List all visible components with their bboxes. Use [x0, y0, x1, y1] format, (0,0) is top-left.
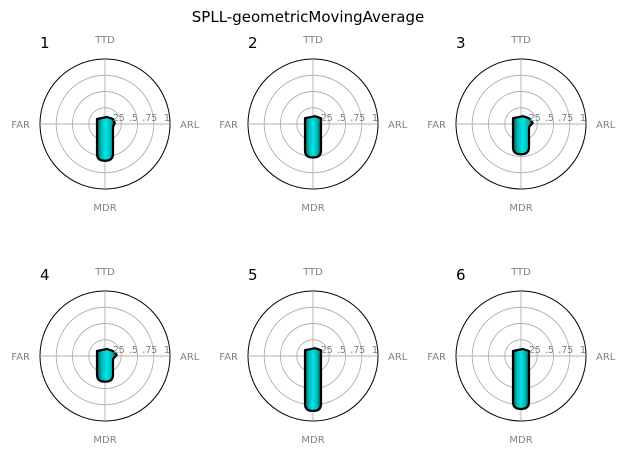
panel-number-2: 2 [248, 34, 258, 52]
radial-tick-label: .25 [110, 113, 125, 124]
radial-tick-label: .25 [318, 113, 333, 124]
radial-tick-label: 1 [580, 113, 586, 124]
radar-panel-6: TTD ARL MDR FAR .25 .5 .75 1 6 [427, 266, 615, 446]
radial-tick-label: .25 [526, 113, 541, 124]
radar-panel-3: TTD ARL MDR FAR .25 .5 .75 1 3 [427, 34, 615, 214]
radial-tick-label: .5 [337, 345, 346, 356]
axis-label-arl: ARL [596, 120, 616, 131]
data-polygon-4 [95, 347, 118, 383]
axis-label-mdr: MDR [301, 203, 324, 214]
panels: TTD ARL MDR FAR .25 .5 .75 1 1 TTD ARL MDR FAR .25 .5.… [11, 34, 615, 446]
axis-label-ttd: TTD [94, 35, 115, 46]
radar-panel-5: TTD ARL MDR FAR .25 .5 .75 1 5 [219, 266, 407, 446]
data-polygon-3 [511, 115, 534, 156]
radial-tick-label: 1 [372, 113, 378, 124]
axis-label-arl: ARL [180, 120, 200, 131]
data-polygon-6 [511, 347, 531, 411]
axis-label-ttd: TTD [510, 35, 531, 46]
radar-panel-2: TTD ARL MDR FAR .25 .5 .75 1 2 [219, 34, 407, 214]
axis-label-far: FAR [219, 352, 238, 363]
radial-tick-label: 1 [164, 345, 170, 356]
axis-label-far: FAR [219, 120, 238, 131]
axis-label-ttd: TTD [302, 267, 323, 278]
axis-label-mdr: MDR [93, 203, 116, 214]
data-polygon-5 [303, 347, 323, 413]
axis-label-far: FAR [11, 120, 30, 131]
radial-tick-label: .75 [350, 113, 365, 124]
radial-tick-label: .5 [129, 113, 138, 124]
radar-panel-1: TTD ARL MDR FAR .25 .5 .75 1 1 [11, 34, 199, 214]
radial-tick-label: .25 [526, 345, 541, 356]
radial-tick-label: 1 [580, 345, 586, 356]
axis-label-far: FAR [11, 352, 30, 363]
axis-label-far: FAR [427, 120, 446, 131]
axis-label-arl: ARL [388, 120, 408, 131]
radial-tick-label: 1 [372, 345, 378, 356]
radial-tick-label: .5 [129, 345, 138, 356]
radar-panel-4: TTD ARL MDR FAR .25 .5 .75 1 4 [11, 266, 199, 446]
panel-number-5: 5 [248, 266, 258, 284]
axis-label-arl: ARL [388, 352, 408, 363]
axis-label-arl: ARL [180, 352, 200, 363]
radial-tick-label: .5 [545, 113, 554, 124]
axis-label-ttd: TTD [302, 35, 323, 46]
radial-tick-label: .75 [558, 345, 573, 356]
axis-label-mdr: MDR [509, 203, 532, 214]
radial-tick-label: .25 [110, 345, 125, 356]
radial-tick-label: .75 [142, 345, 157, 356]
radial-tick-label: .75 [350, 345, 365, 356]
axis-label-ttd: TTD [94, 267, 115, 278]
axis-label-mdr: MDR [93, 435, 116, 446]
radial-tick-label: .75 [142, 113, 157, 124]
panel-number-3: 3 [456, 34, 466, 52]
panel-number-6: 6 [456, 266, 466, 284]
figure-title: SPLL-geometricMovingAverage [192, 8, 424, 26]
axis-label-arl: ARL [596, 352, 616, 363]
data-polygon-1 [95, 115, 116, 162]
radial-tick-label: .5 [337, 113, 346, 124]
axis-label-ttd: TTD [510, 267, 531, 278]
data-polygon-2 [303, 115, 323, 159]
panel-number-4: 4 [40, 266, 50, 284]
axis-label-far: FAR [427, 352, 446, 363]
radial-tick-label: .75 [558, 113, 573, 124]
radial-tick-label: .5 [545, 345, 554, 356]
radial-tick-label: .25 [318, 345, 333, 356]
axis-label-mdr: MDR [509, 435, 532, 446]
axis-label-mdr: MDR [301, 435, 324, 446]
panel-number-1: 1 [40, 34, 50, 52]
radial-tick-label: 1 [164, 113, 170, 124]
